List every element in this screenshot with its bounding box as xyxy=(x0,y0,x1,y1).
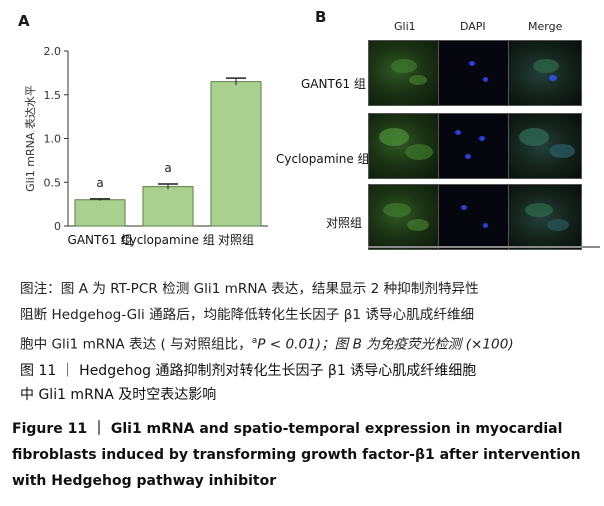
y-tick-label: 0.5 xyxy=(44,176,62,189)
micrograph-gant61-gli1 xyxy=(368,40,442,106)
column-header-dapi: DAPI xyxy=(460,20,486,33)
figure-title-en-2: fibroblasts induced by transforming grow… xyxy=(12,447,581,463)
row-label-cyclopamine: Cyclopamine 组 xyxy=(276,152,370,166)
micrograph-control-gli1 xyxy=(368,184,442,250)
micrograph-gant61-dapi xyxy=(438,40,512,106)
y-tick-label: 1.5 xyxy=(44,89,62,102)
panel-b-label: B xyxy=(315,8,327,26)
micrograph-cyclopamine-merge xyxy=(508,113,582,179)
y-tick-label: 1.0 xyxy=(44,133,62,146)
micrograph-control-merge xyxy=(508,184,582,250)
caption-line-3-post: P < 0.01)；图 B 为免疫荧光检测 (×100) xyxy=(257,336,514,353)
panel-a-label: A xyxy=(18,12,30,30)
bar xyxy=(74,199,126,227)
significance-mark: a xyxy=(96,176,103,190)
caption-superscript: a xyxy=(251,336,258,346)
y-axis-label: Gli1 mRNA 表达水平 xyxy=(23,85,37,192)
bar xyxy=(210,81,262,227)
x-tick-label: GANT61 组 xyxy=(68,233,133,247)
y-tick-label: 2.0 xyxy=(44,45,62,58)
micrograph-bottom-rule xyxy=(368,246,600,248)
column-header-merge: Merge xyxy=(528,20,563,33)
significance-mark: a xyxy=(164,161,171,175)
caption-line-3-pre: 胞中 Gli1 mRNA 表达 ( 与对照组比， xyxy=(20,336,252,353)
x-tick-label: Cyclopamine 组 xyxy=(121,233,215,247)
micrograph-cyclopamine-gli1 xyxy=(368,113,442,179)
caption-line-1: 图注：图 A 为 RT-PCR 检测 Gli1 mRNA 表达，结果显示 2 种… xyxy=(20,281,479,297)
bar xyxy=(142,186,194,227)
caption-line-2: 阻断 Hedgehog-Gli 通路后，均能降低转化生长因子 β1 诱导心肌成纤… xyxy=(20,307,475,323)
y-tick-label: 0 xyxy=(54,220,61,233)
figure-title-en-1: Figure 11 ｜ Gli1 mRNA and spatio-tempora… xyxy=(12,421,563,437)
row-label-gant61: GANT61 组 xyxy=(301,77,366,91)
row-label-control: 对照组 xyxy=(326,216,363,230)
column-header-gli1: Gli1 xyxy=(394,20,416,33)
micrograph-control-dapi xyxy=(438,184,512,250)
caption-line-3: 胞中 Gli1 mRNA 表达 ( 与对照组比，aP < 0.01)；图 B 为… xyxy=(20,330,600,356)
gli1-bar-chart: 0 0.5 1.0 1.5 2.0 Gli1 mRNA 表达水平 a GANT61 组 a Cyc… xyxy=(23,45,268,247)
x-tick-label: 对照组 xyxy=(218,233,254,247)
figure-title-en-3: with Hedgehog pathway inhibitor xyxy=(12,473,277,489)
micrograph-gant61-merge xyxy=(508,40,582,106)
figure-title-cn-1: 图 11 ｜ Hedgehog 通路抑制剂对转化生长因子 β1 诱导心肌成纤维细… xyxy=(20,363,477,379)
micrograph-cyclopamine-dapi xyxy=(438,113,512,179)
figure-title-cn-2: 中 Gli1 mRNA 及时空表达影响 xyxy=(20,387,217,403)
